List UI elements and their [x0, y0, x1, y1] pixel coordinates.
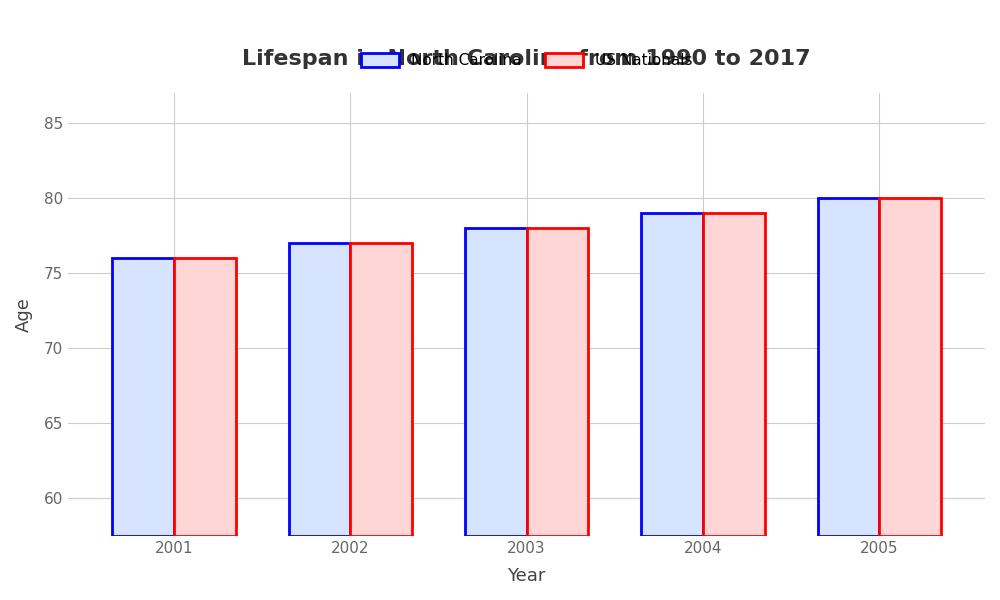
Bar	[641, 213, 703, 536]
Title: Lifespan in North Carolina from 1990 to 2017: Lifespan in North Carolina from 1990 to …	[242, 49, 811, 69]
Bar	[112, 258, 174, 536]
Bar	[289, 243, 350, 536]
Bar	[465, 228, 527, 536]
Bar	[174, 258, 236, 536]
Legend: North Carolina, US Nationals: North Carolina, US Nationals	[355, 47, 699, 74]
X-axis label: Year: Year	[507, 567, 546, 585]
Bar	[703, 213, 765, 536]
Bar	[527, 228, 588, 536]
Bar	[879, 198, 941, 536]
Bar	[818, 198, 879, 536]
Y-axis label: Age: Age	[15, 297, 33, 332]
Bar	[350, 243, 412, 536]
